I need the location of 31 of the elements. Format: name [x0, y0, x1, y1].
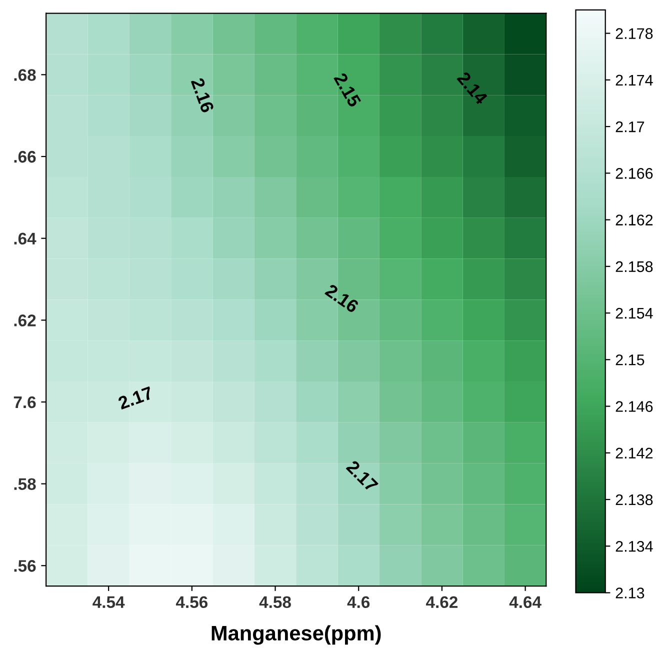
color-bar-label: 2.146 — [616, 401, 653, 412]
y-tick-label: .56 — [14, 560, 36, 572]
x-tick-label: 4.62 — [426, 596, 458, 608]
color-bar-label: 2.162 — [616, 214, 653, 226]
color-bar-label: 2.154 — [616, 308, 653, 319]
y-tick-label: .64 — [14, 232, 36, 245]
color-bar-label: 2.178 — [616, 28, 653, 39]
y-tick-label: 7.6 — [14, 396, 36, 408]
color-bar-label: 2.13 — [616, 588, 644, 598]
y-tick-label: .58 — [14, 478, 36, 490]
x-tick-label: 4.64 — [509, 596, 542, 608]
annotation: 2.16 — [324, 283, 360, 314]
color-bar-label: 2.142 — [616, 448, 653, 458]
x-tick-label: 4.58 — [259, 596, 291, 608]
color-bar-label: 2.17 — [616, 121, 644, 132]
x-axis-title: Manganese(ppm) — [212, 625, 381, 645]
annotation: 2.16 — [190, 77, 214, 114]
annotation: 2.17 — [117, 386, 154, 410]
color-bar-label: 2.134 — [616, 540, 653, 552]
color-bar-label: 2.158 — [616, 261, 653, 272]
color-bar-label: 2.166 — [616, 168, 653, 179]
color-bar-label: 2.15 — [616, 354, 644, 366]
x-tick-label: 4.6 — [347, 596, 370, 608]
color-bar-label: 2.174 — [616, 74, 653, 86]
y-tick-label: .62 — [14, 314, 36, 326]
y-tick-label: .66 — [14, 150, 36, 163]
x-tick-label: 4.54 — [92, 596, 125, 608]
color-bar-label: 2.138 — [616, 494, 653, 506]
annotation: 2.17 — [346, 460, 379, 492]
y-tick-label: .68 — [14, 69, 36, 81]
x-tick-label: 4.56 — [176, 596, 208, 608]
